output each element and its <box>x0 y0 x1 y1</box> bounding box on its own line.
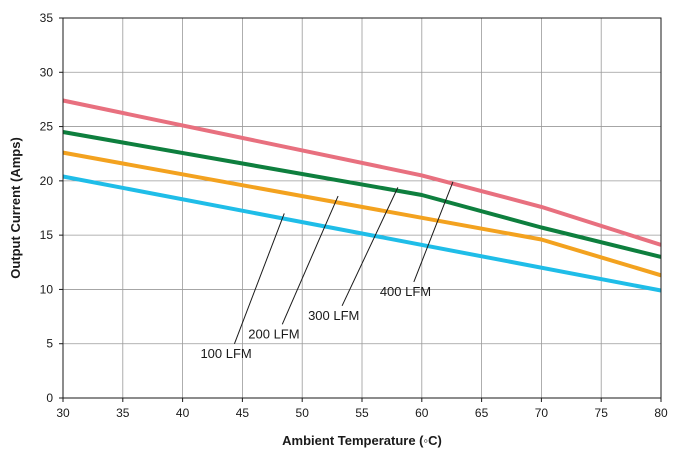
y-axis-ticks: 0 5 10 15 20 25 30 35 <box>40 11 63 405</box>
x-tick-label: 50 <box>296 406 310 420</box>
x-tick-label: 55 <box>355 406 369 420</box>
y-axis-title: Output Current (Amps) <box>8 137 23 279</box>
y-tick-label: 30 <box>40 65 54 79</box>
x-tick-label: 30 <box>56 406 70 420</box>
x-tick-label: 60 <box>415 406 429 420</box>
x-tick-label: 65 <box>475 406 489 420</box>
annotation-400-lfm: 400 LFM <box>380 284 431 299</box>
y-tick-label: 35 <box>40 11 54 25</box>
y-tick-label: 0 <box>46 391 53 405</box>
leader-line-200-lfm <box>282 196 338 324</box>
y-tick-label: 20 <box>40 174 54 188</box>
x-axis-title: Ambient Temperature (◦C) <box>282 433 442 448</box>
x-tick-label: 40 <box>176 406 190 420</box>
y-tick-label: 25 <box>40 120 54 134</box>
annotation-200-lfm: 200 LFM <box>248 326 299 341</box>
annotation-100-lfm: 100 LFM <box>200 346 251 361</box>
x-tick-label: 35 <box>116 406 130 420</box>
x-axis-ticks: 30 35 40 45 50 55 60 65 70 75 80 <box>56 398 668 420</box>
x-tick-label: 75 <box>595 406 609 420</box>
y-tick-label: 15 <box>40 228 54 242</box>
y-tick-label: 10 <box>40 282 54 296</box>
leader-line-100-lfm <box>234 213 284 343</box>
y-tick-label: 5 <box>46 337 53 351</box>
x-tick-label: 70 <box>535 406 549 420</box>
annotation-300-lfm: 300 LFM <box>308 308 359 323</box>
x-tick-label: 80 <box>654 406 668 420</box>
x-tick-label: 45 <box>236 406 250 420</box>
